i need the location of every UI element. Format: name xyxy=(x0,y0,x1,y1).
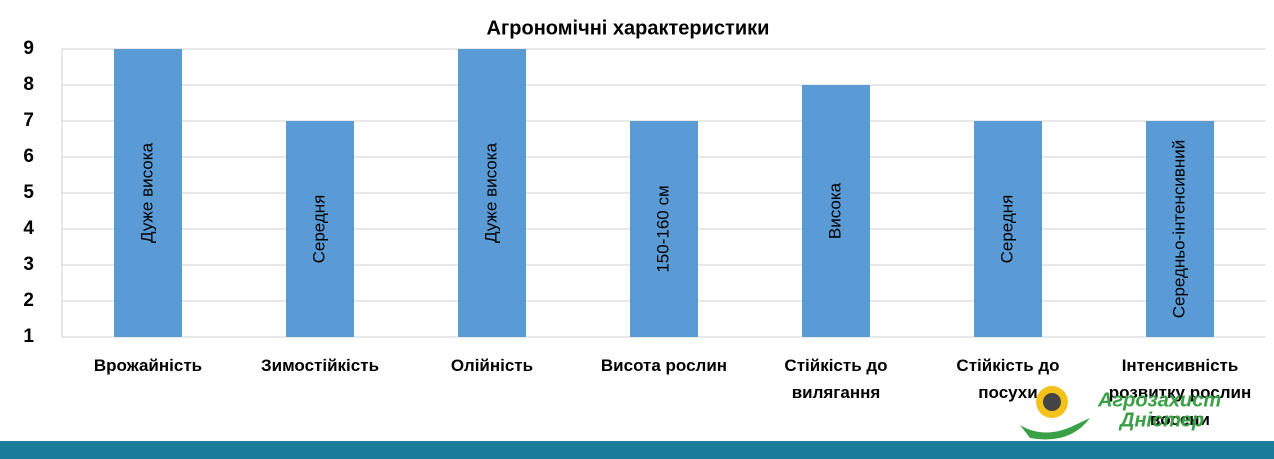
bar-annotation: Середня xyxy=(997,195,1016,264)
y-tick-label: 4 xyxy=(23,218,34,239)
logo-text: Дністер xyxy=(1118,409,1204,431)
y-tick-label: 7 xyxy=(23,110,34,131)
logo-text: Агрозахист xyxy=(1097,389,1221,411)
logo-hand xyxy=(1020,418,1090,440)
x-tick-label: Стійкість до посухи xyxy=(956,356,1059,402)
bar xyxy=(974,121,1042,337)
bar-annotation: Середня xyxy=(309,195,328,264)
bar xyxy=(630,121,698,337)
y-tick-label: 1 xyxy=(23,326,34,347)
y-tick-label: 9 xyxy=(23,38,34,59)
x-tick-label: Інтенсивність розвитку рослин восени xyxy=(1109,356,1251,429)
bar xyxy=(286,121,354,337)
bar xyxy=(802,85,870,337)
x-tick-label: Врожайність xyxy=(94,356,202,375)
y-tick-label: 8 xyxy=(23,74,34,95)
bar-annotation: Дуже висока xyxy=(137,142,156,243)
x-tick-label: Зимостійкість xyxy=(261,356,379,375)
bar-annotation: Висока xyxy=(825,182,844,239)
footer-band xyxy=(0,441,1274,459)
x-tick-label: Олійність xyxy=(451,356,533,375)
bar-annotation: Середньо-інтенсивний xyxy=(1169,140,1188,319)
y-tick-label: 3 xyxy=(23,254,34,275)
y-tick-label: 6 xyxy=(23,146,34,167)
x-tick-label: Стійкість до вилягання xyxy=(784,356,887,402)
bar xyxy=(458,49,526,337)
bar-annotation: 150-160 см xyxy=(653,185,672,272)
y-tick-label: 2 xyxy=(23,290,34,311)
chart-title: Агрономічні характеристики xyxy=(487,17,770,39)
x-tick-label: Висота рослин xyxy=(601,356,727,375)
bar xyxy=(1146,121,1214,337)
logo-seed xyxy=(1043,393,1061,411)
bar xyxy=(114,49,182,337)
bar-annotation: Дуже висока xyxy=(481,142,500,243)
y-tick-label: 5 xyxy=(23,182,34,203)
logo: Агрозахист Дністер xyxy=(1020,386,1221,440)
